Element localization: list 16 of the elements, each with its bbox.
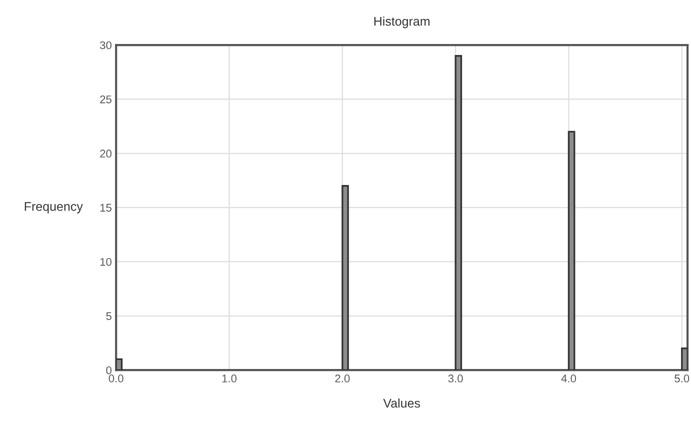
y-axis-title: Frequency: [24, 202, 83, 214]
y-tick-label: 25: [100, 95, 112, 104]
y-tick-label: 20: [100, 150, 112, 158]
y-tick-label: 30: [100, 41, 112, 50]
x-axis-title: Values: [383, 398, 420, 408]
x-tick-label: 1.0: [222, 374, 237, 382]
y-tick-label: 5: [106, 312, 112, 320]
x-tick-label: 2.0: [335, 374, 350, 382]
x-tick-label: 5.0: [674, 374, 690, 382]
y-tick-label: 15: [100, 204, 112, 212]
x-tick-label: 3.0: [448, 374, 463, 382]
x-tick-label: 4.0: [561, 374, 576, 382]
chart-title: Histogram: [374, 16, 430, 28]
y-tick-label: 0: [106, 366, 112, 374]
x-tick-label: 0.0: [108, 374, 124, 382]
y-tick-label: 10: [100, 258, 112, 266]
